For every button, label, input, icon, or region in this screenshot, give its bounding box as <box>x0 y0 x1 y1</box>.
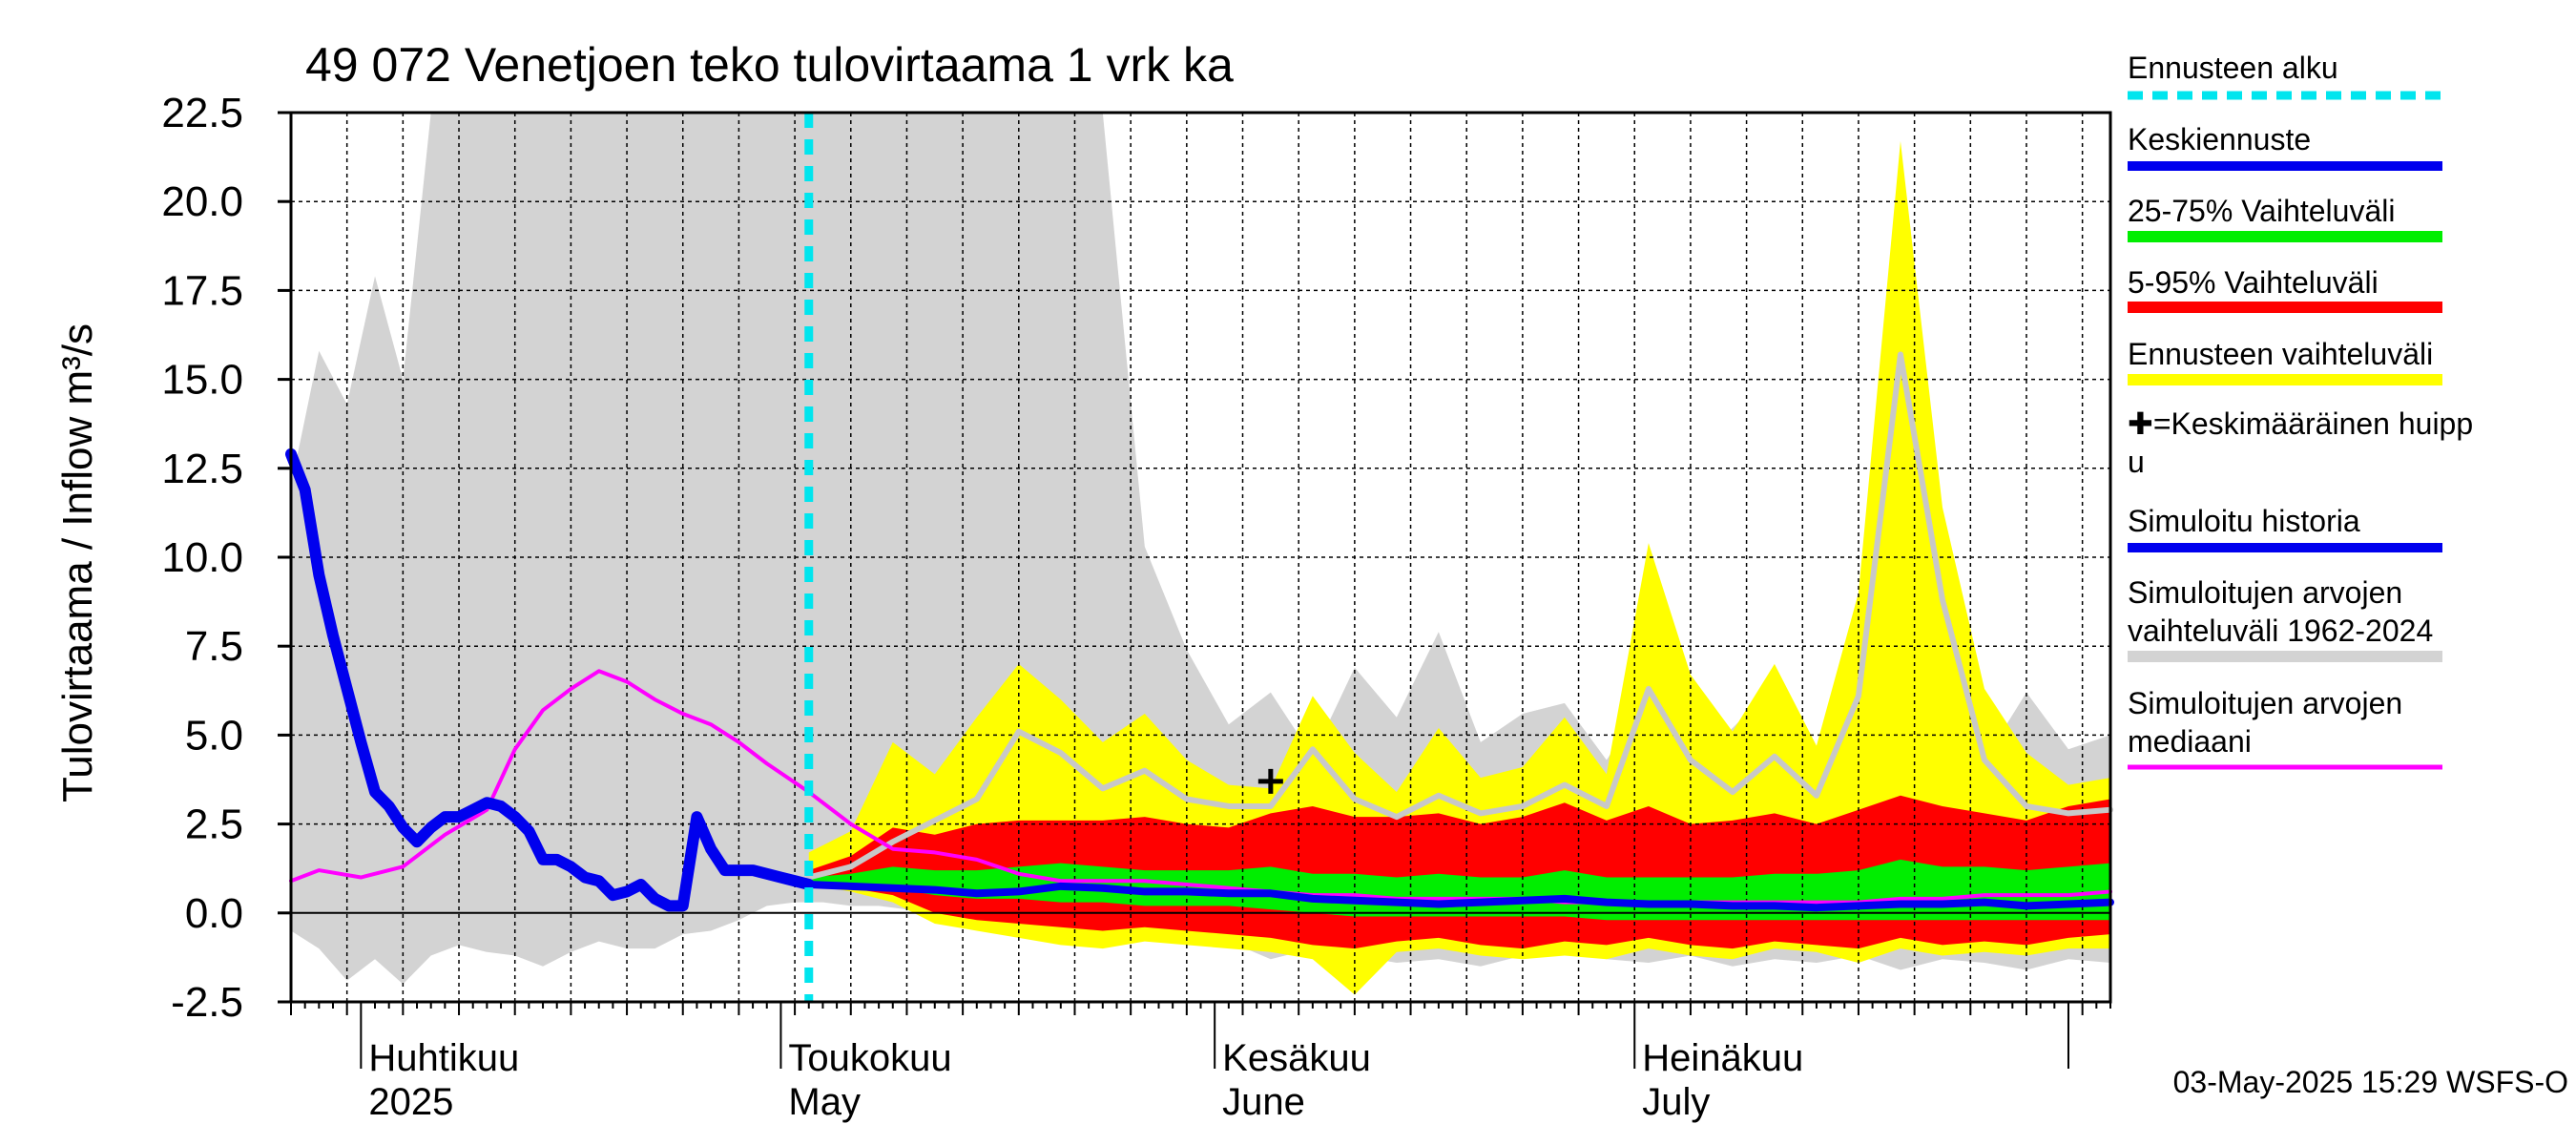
x-month-label: Kesäkuu <box>1222 1037 1371 1079</box>
y-tick-label: 22.5 <box>161 90 243 136</box>
legend-label: 5-95% Vaihteluväli <box>2128 265 2379 300</box>
legend-label: mediaani <box>2128 724 2252 759</box>
y-tick-label: -2.5 <box>171 979 243 1026</box>
series-lines <box>285 113 2114 1002</box>
x-month-label-en: June <box>1222 1081 1305 1123</box>
y-tick-label: 0.0 <box>185 890 243 937</box>
legend-label: ✚=Keskimääräinen huipp <box>2128 406 2473 441</box>
x-month-label-en: July <box>1642 1081 1710 1123</box>
y-tick-label: 17.5 <box>161 267 243 314</box>
legend-label: 25-75% Vaihteluväli <box>2128 194 2395 228</box>
legend-label: Ennusteen vaihteluväli <box>2128 337 2433 371</box>
legend-label: vaihteluväli 1962-2024 <box>2128 614 2433 648</box>
x-month-label: Heinäkuu <box>1642 1037 1803 1079</box>
legend-label: Simuloitu historia <box>2128 504 2360 538</box>
y-tick-label: 12.5 <box>161 446 243 492</box>
mean-forecast-line <box>804 880 2114 912</box>
y-tick-label: 10.0 <box>161 534 243 581</box>
x-month-label-en: May <box>788 1081 861 1123</box>
forecast-range-area <box>808 140 2111 995</box>
legend: Ennusteen alku Keskiennuste 25-75% Vaihtel… <box>2128 51 2473 770</box>
forecast-range-band <box>808 140 2111 995</box>
history-upper-line <box>805 351 2113 881</box>
y-tick-label: 2.5 <box>185 802 243 848</box>
x-month-label: Toukokuu <box>788 1037 951 1079</box>
footer-timestamp: 03-May-2025 15:29 WSFS-O <box>2173 1065 2568 1099</box>
legend-label: u <box>2128 445 2145 479</box>
y-axis-label: Tulovirtaama / Inflow m³/s <box>54 323 101 802</box>
y-tick-label: 20.0 <box>161 178 243 225</box>
axes: -2.5 0.0 2.5 5.0 7.5 10.0 12.5 15.0 17.5 20.0 22.5… <box>161 90 2112 1123</box>
legend-label: Keskiennuste <box>2128 122 2311 156</box>
median-line <box>289 669 2112 905</box>
mean-peak-marker <box>1257 768 1283 794</box>
legend-label: Ennusteen alku <box>2128 51 2338 85</box>
chart-title: 49 072 Venetjoen teko tulovirtaama 1 vrk… <box>305 38 1234 92</box>
legend-label: Simuloitujen arvojen <box>2128 575 2402 610</box>
y-tick-label: 15.0 <box>161 357 243 404</box>
legend-label: Simuloitujen arvojen <box>2128 686 2402 720</box>
x-month-label: Huhtikuu <box>368 1037 519 1079</box>
simulated-history-line <box>285 448 815 912</box>
y-tick-label: 5.0 <box>185 712 243 759</box>
y-tick-label: 7.5 <box>185 623 243 670</box>
x-month-label-en: 2025 <box>368 1081 453 1123</box>
